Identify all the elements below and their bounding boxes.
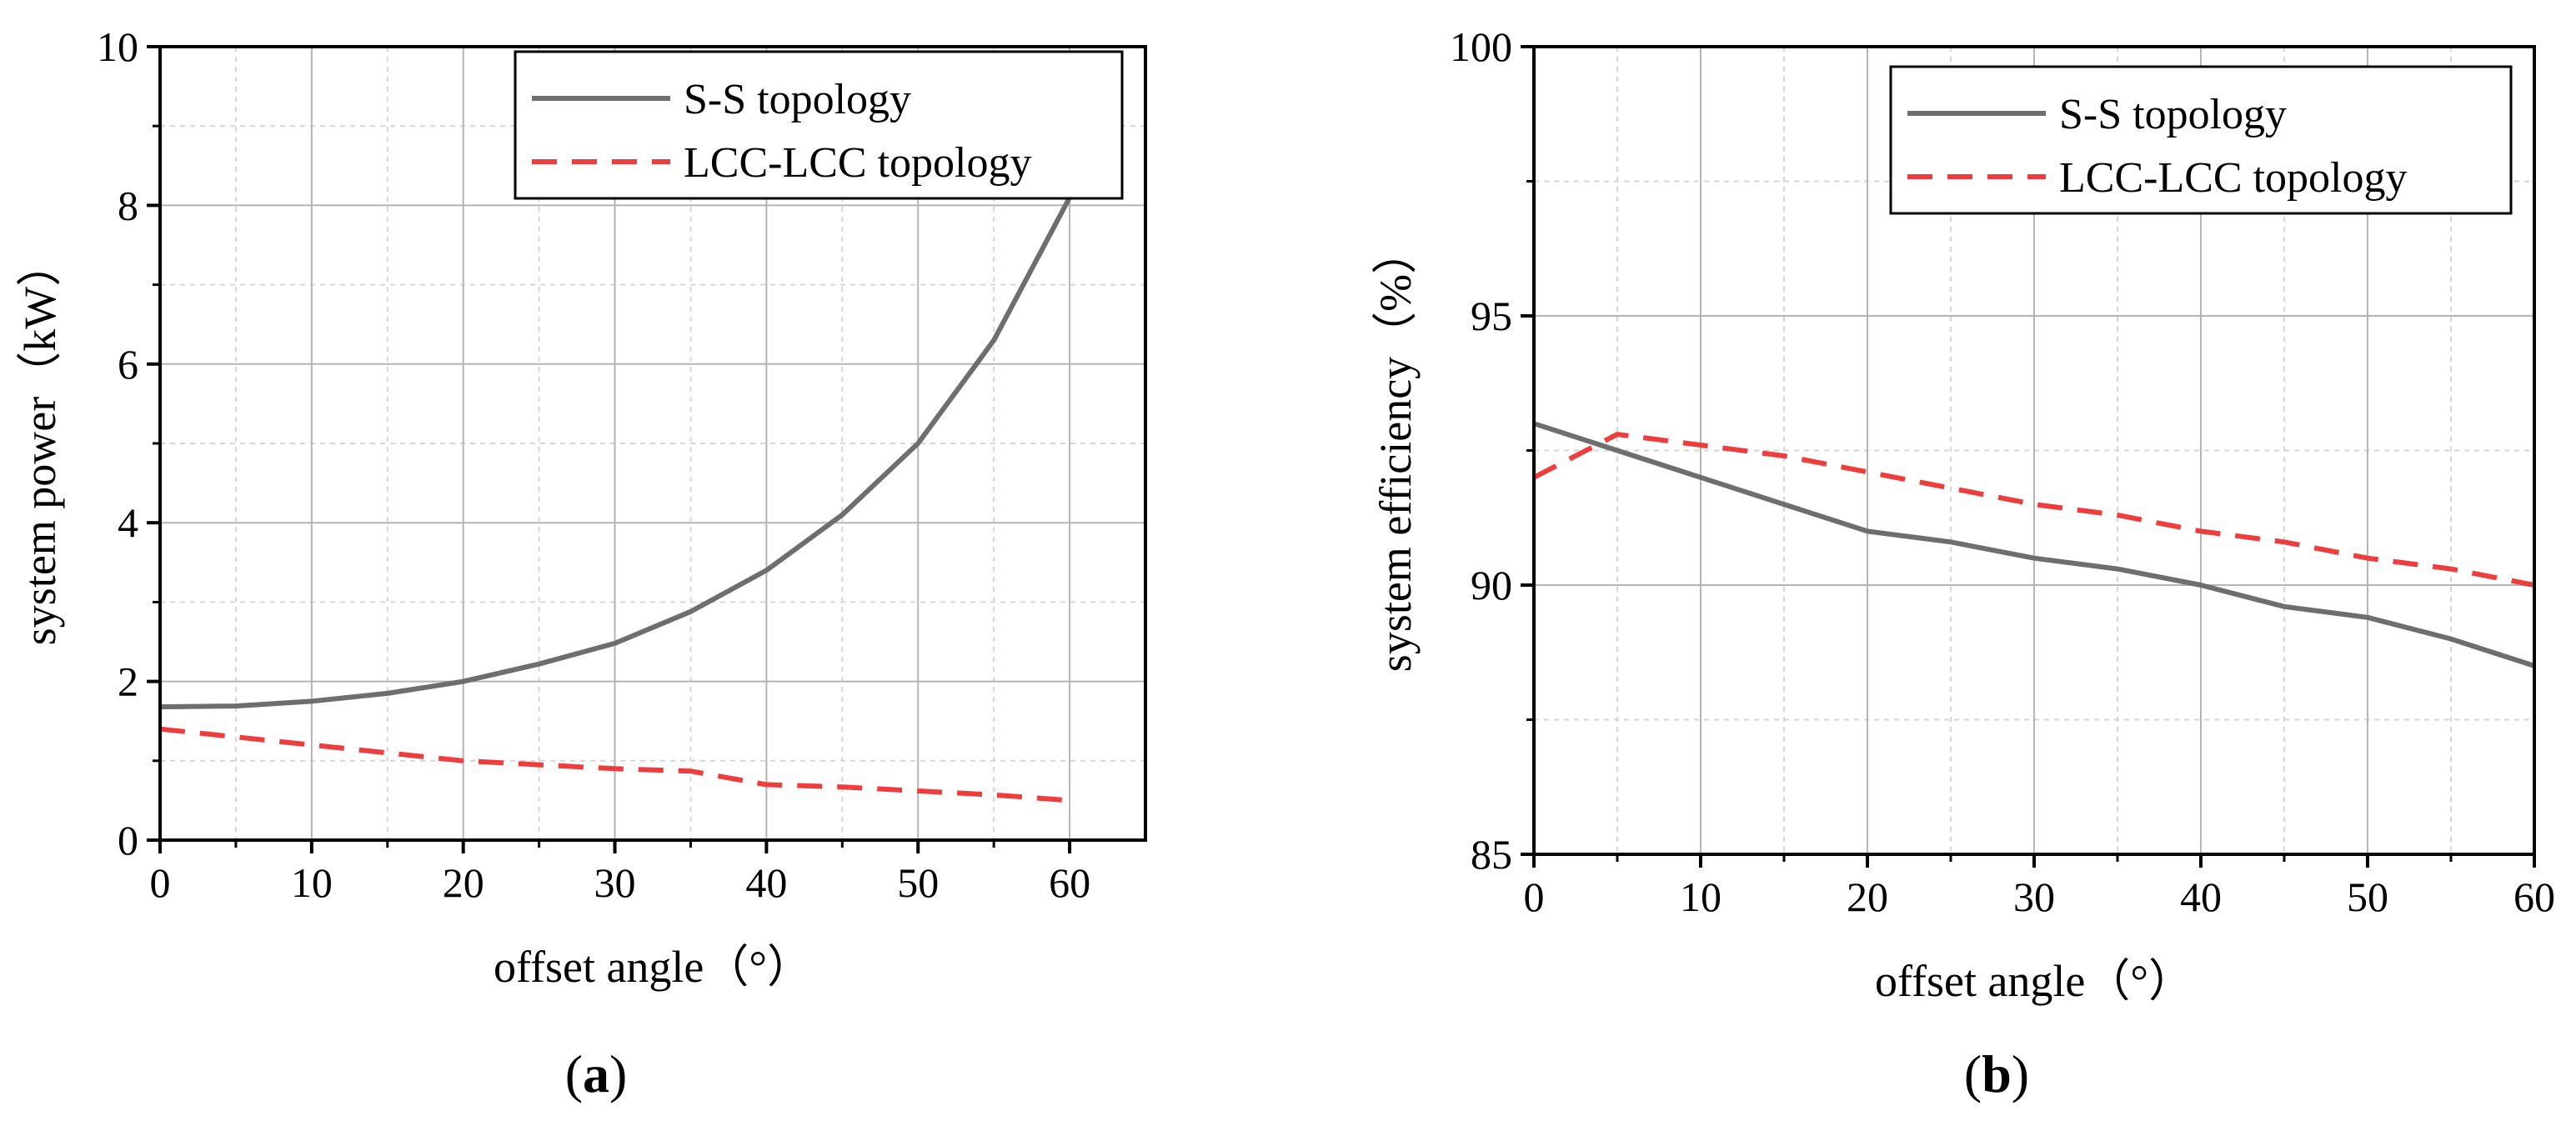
data-point-lcc-lcc [386, 751, 389, 754]
data-point-s-s [2032, 557, 2036, 560]
panel-label-open-paren: ( [565, 1044, 583, 1103]
data-point-lcc-lcc [614, 767, 617, 770]
data-point-lcc-lcc [310, 743, 313, 747]
x-axis-title: offset angle（°） [494, 942, 812, 992]
data-point-lcc-lcc [764, 783, 768, 786]
panel-label-open-paren: ( [1964, 1044, 1982, 1103]
data-point-s-s [992, 338, 995, 342]
data-point-lcc-lcc [992, 793, 995, 797]
x-tick-label: 20 [443, 859, 484, 906]
x-tick-label: 30 [594, 859, 636, 906]
y-tick-label: 2 [118, 658, 138, 705]
data-point-lcc-lcc [1949, 487, 1952, 490]
y-tick-label: 4 [118, 499, 138, 546]
x-tick-label: 60 [2513, 873, 2555, 920]
chart-panel-b: 0 10 20 30 40 50 60 85 90 95 100 offset angle（°） sys… [1371, 23, 2555, 1103]
series-line-lcc-lcc [1532, 432, 2535, 588]
panel-label: (b) [1964, 1044, 2029, 1103]
data-point-s-s [462, 680, 465, 683]
x-tick-label: 20 [1847, 873, 1888, 920]
legend-box [1889, 65, 2513, 215]
data-point-lcc-lcc [2032, 503, 2036, 506]
data-point-lcc-lcc [2116, 513, 2119, 517]
y-tick-label: 90 [1471, 562, 1512, 608]
data-point-s-s [2116, 568, 2119, 571]
panel-label-close-paren: ) [2012, 1044, 2029, 1103]
x-tick-label: 0 [1524, 873, 1545, 920]
panel-label-close-paren: ) [609, 1044, 627, 1103]
data-point-lcc-lcc [840, 785, 844, 788]
data-point-s-s [538, 663, 541, 666]
data-point-lcc-lcc [2199, 529, 2203, 533]
data-point-lcc-lcc [2283, 540, 2286, 543]
data-point-lcc-lcc [1616, 433, 1619, 436]
x-tick-label: 50 [2347, 873, 2388, 920]
data-point-lcc-lcc [1782, 454, 1786, 458]
y-tick-label: 8 [118, 182, 138, 228]
data-point-lcc-lcc [916, 789, 920, 793]
y-tick-label: 10 [97, 23, 138, 70]
data-point-s-s [1616, 449, 1619, 453]
series-line-s-s [159, 196, 1072, 710]
series-line-lcc-lcc [159, 726, 1070, 803]
y-axis-title: system efficiency（%） [1371, 229, 1421, 672]
y-tick-label: 85 [1471, 831, 1512, 878]
data-point-lcc-lcc [538, 763, 541, 767]
data-point-s-s [234, 704, 238, 708]
series-line-s-s [1533, 421, 2535, 668]
panel-label-letter: b [1982, 1044, 2012, 1103]
x-tick-label: 40 [2180, 873, 2222, 920]
data-point-lcc-lcc [1699, 443, 1702, 447]
y-axis-title: system power（kW） [15, 242, 65, 645]
y-tick-label: 0 [118, 817, 138, 863]
data-point-lcc-lcc [2366, 557, 2369, 560]
legend-label: S-S topology [684, 76, 911, 123]
x-tick-label: 10 [1680, 873, 1722, 920]
legend-box [514, 50, 1124, 200]
x-tick-label: 10 [291, 859, 333, 906]
x-tick-label: 0 [150, 859, 171, 906]
data-point-s-s [2366, 616, 2369, 619]
data-point-s-s [2199, 583, 2203, 587]
y-tick-label: 95 [1471, 293, 1512, 339]
data-point-s-s [1866, 529, 1869, 533]
data-point-s-s [2283, 605, 2286, 608]
data-point-s-s [840, 513, 844, 517]
data-point-s-s [310, 699, 313, 703]
y-tick-label: 6 [118, 341, 138, 388]
x-tick-label: 60 [1049, 859, 1090, 906]
data-point-s-s [1949, 540, 1952, 543]
legend-label: S-S topology [2059, 91, 2287, 138]
data-point-s-s [614, 642, 617, 645]
data-point-s-s [1699, 476, 1702, 479]
data-point-s-s [916, 442, 920, 445]
data-point-s-s [689, 610, 692, 613]
data-point-s-s [386, 692, 389, 695]
chart-panel-a: 0 10 20 30 40 50 60 0 2 4 6 8 10 offset angle（°） syste… [15, 23, 1147, 1103]
panel-label: (a) [565, 1044, 628, 1103]
legend-label: LCC-LCC topology [684, 139, 1031, 187]
data-point-lcc-lcc [462, 759, 465, 763]
data-point-s-s [2449, 638, 2453, 641]
data-point-lcc-lcc [689, 769, 692, 773]
panel-label-letter: a [583, 1044, 609, 1103]
x-tick-label: 40 [745, 859, 787, 906]
data-point-lcc-lcc [2449, 568, 2453, 571]
x-tick-label: 50 [897, 859, 939, 906]
x-tick-label: 30 [2013, 873, 2055, 920]
data-point-lcc-lcc [1866, 470, 1869, 473]
data-point-s-s [1782, 503, 1786, 506]
x-axis-title: offset angle（°） [1875, 956, 2193, 1006]
data-point-lcc-lcc [234, 735, 238, 738]
y-tick-label: 100 [1450, 23, 1512, 70]
legend-label: LCC-LCC topology [2059, 154, 2407, 202]
data-point-s-s [764, 568, 768, 572]
data-point-lcc-lcc [1068, 798, 1071, 802]
